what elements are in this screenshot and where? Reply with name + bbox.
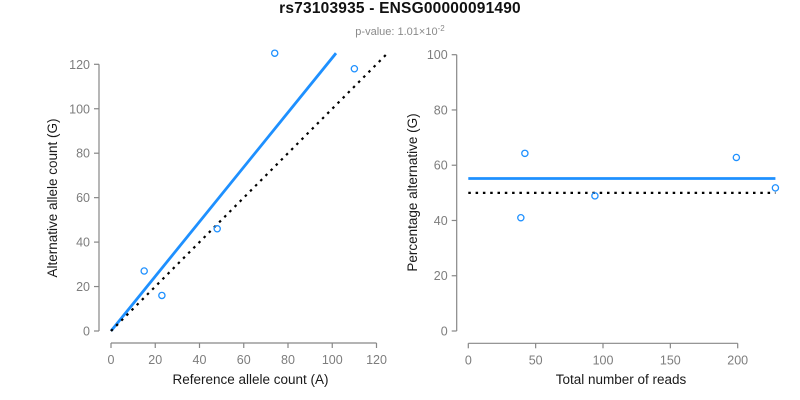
p-value-exponent: -2 xyxy=(437,24,445,33)
y-tick-label: 0 xyxy=(441,325,448,339)
x-tick-label: 0 xyxy=(465,353,472,367)
y-tick-label: 80 xyxy=(76,147,90,161)
y-tick-label: 120 xyxy=(69,58,90,72)
x-tick-label: 100 xyxy=(593,353,614,367)
y-tick-label: 60 xyxy=(434,159,448,173)
x-axis-title: Total number of reads xyxy=(556,372,687,387)
x-tick-label: 0 xyxy=(108,353,115,367)
x-tick-label: 60 xyxy=(237,353,251,367)
y-tick-label: 80 xyxy=(434,103,448,117)
x-tick-label: 40 xyxy=(193,353,207,367)
y-tick-label: 100 xyxy=(427,48,448,62)
page-title: rs73103935 - ENSG00000091490 xyxy=(279,0,521,17)
x-tick-label: 20 xyxy=(148,353,162,367)
y-axis-title: Percentage alternative (G) xyxy=(405,113,420,271)
data-point xyxy=(732,153,741,162)
x-tick-label: 150 xyxy=(660,353,681,367)
data-point xyxy=(771,184,780,192)
data-point xyxy=(517,213,525,222)
y-tick-label: 20 xyxy=(76,280,90,294)
data-point xyxy=(213,225,221,233)
x-tick-label: 100 xyxy=(322,353,343,367)
x-axis-title: Reference allele count (A) xyxy=(172,372,328,387)
data-point xyxy=(158,291,166,300)
x-tick-label: 120 xyxy=(366,353,387,367)
p-value-text: p-value: 1.01×10 xyxy=(355,26,438,38)
identity-line xyxy=(110,51,390,332)
y-tick-label: 40 xyxy=(434,214,448,228)
y-tick-label: 100 xyxy=(69,102,90,116)
y-tick-label: 60 xyxy=(76,191,90,205)
y-tick-label: 40 xyxy=(76,236,90,250)
y-axis-title: Alternative allele count (G) xyxy=(45,118,60,277)
y-tick-label: 0 xyxy=(83,325,90,339)
data-point xyxy=(591,192,599,200)
data-point xyxy=(140,267,148,275)
data-point xyxy=(350,64,359,73)
allele-counts-plot: 0 20 40 60 80 100 120 0 20 40 60 80 100 120 Reference … xyxy=(45,49,390,387)
x-tick-label: 80 xyxy=(281,353,295,367)
p-value-subtitle: p-value: 1.01×10-2 xyxy=(0,23,800,38)
y-tick-label: 20 xyxy=(434,269,448,283)
x-tick-label: 200 xyxy=(727,353,748,367)
x-tick-label: 50 xyxy=(529,353,543,367)
data-point xyxy=(270,49,279,57)
data-point xyxy=(521,149,529,158)
percentage-plot: 0 50 100 150 200 0 20 40 60 80 100 Total number of … xyxy=(405,48,780,387)
fit-line xyxy=(109,52,338,332)
